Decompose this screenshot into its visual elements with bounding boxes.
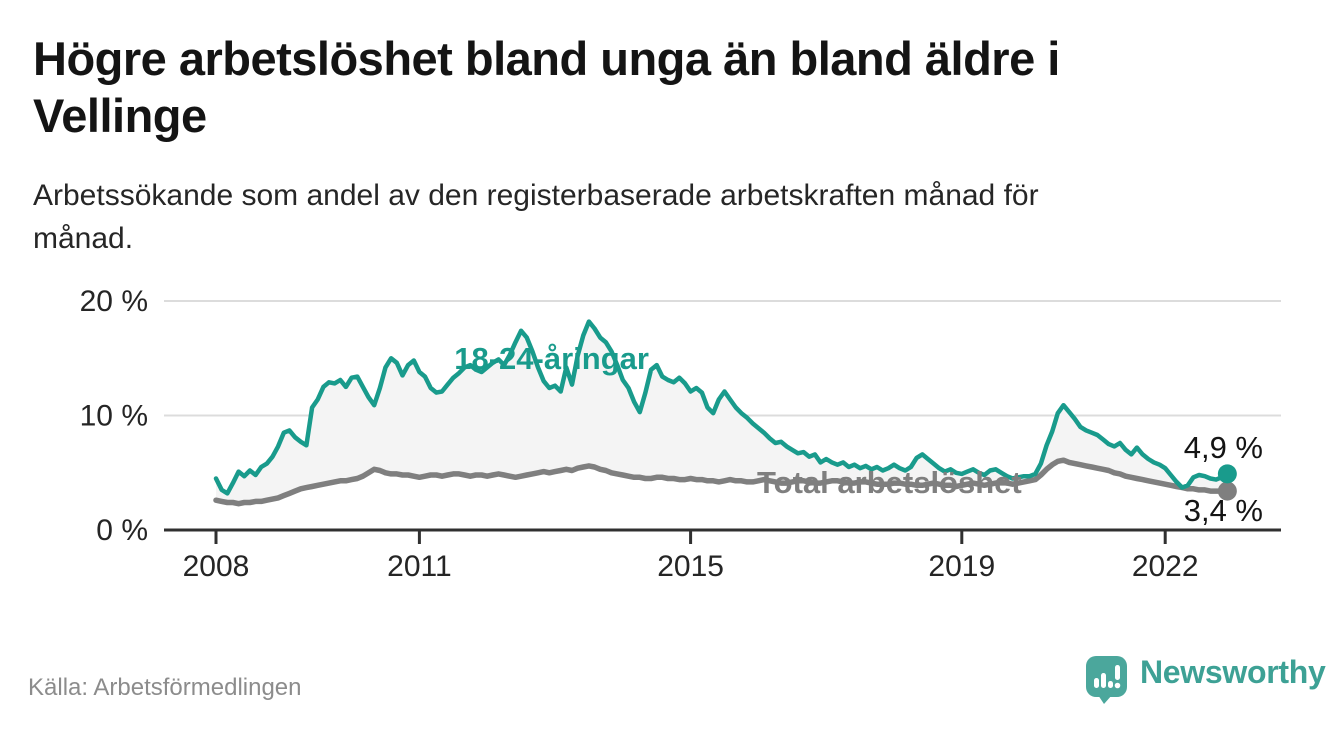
title-line2: Vellinge <box>33 89 207 142</box>
page-title: Högre arbetslöshet bland unga än bland ä… <box>33 30 1313 144</box>
total-end-label: 3,4 % <box>1184 493 1263 528</box>
youth-end-dot <box>1217 464 1237 484</box>
y-tick-label-20: 20 % <box>80 285 148 318</box>
youth-end-label: 4,9 % <box>1184 430 1263 465</box>
series-label-0: 18-24-åringar <box>454 341 649 376</box>
newsworthy-logo-text: Newsworthy <box>1140 654 1326 690</box>
source-note: Källa: Arbetsförmedlingen <box>28 674 302 701</box>
x-tick-label-2008: 2008 <box>183 550 250 583</box>
x-tick-label-2022: 2022 <box>1132 550 1199 583</box>
chart-subtitle: Arbetssökande som andel av den registerb… <box>33 174 1273 260</box>
series-label-1: Total arbetslöshet <box>757 465 1022 500</box>
y-tick-label-10: 10 % <box>80 400 148 433</box>
newsworthy-logo-icon <box>1086 655 1127 704</box>
newsworthy-logo: Newsworthy <box>1085 654 1326 705</box>
subtitle-line1: Arbetssökande som andel av den registerb… <box>33 179 1039 212</box>
subtitle-line2: månad. <box>33 222 134 255</box>
y-tick-label-0: 0 % <box>96 514 148 547</box>
total-end-dot <box>1217 481 1237 501</box>
title-line1: Högre arbetslöshet bland unga än bland ä… <box>33 32 1060 85</box>
x-tick-label-2019: 2019 <box>928 550 995 583</box>
youth-line <box>213 319 1230 496</box>
x-tick-label-2015: 2015 <box>657 550 724 583</box>
total-line <box>213 457 1231 507</box>
x-tick-label-2011: 2011 <box>387 550 452 583</box>
